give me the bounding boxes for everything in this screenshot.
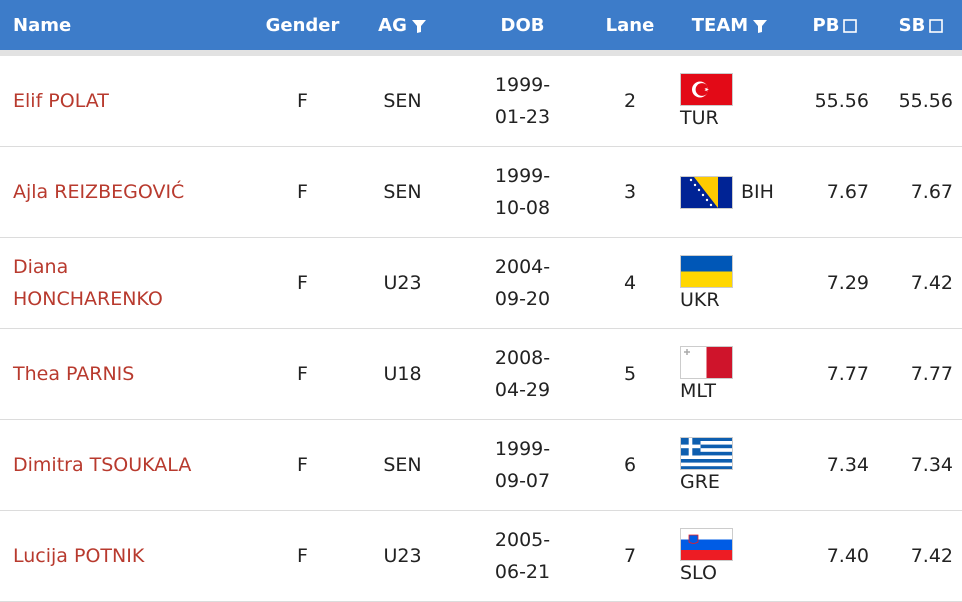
age-group: U18 [383, 363, 422, 385]
sort-box[interactable] [929, 18, 944, 33]
team: BIH [670, 175, 790, 209]
col-header[interactable]: DOB [455, 15, 590, 36]
athlete-name[interactable]: Lucija POTNIK [13, 545, 145, 567]
lane: 5 [623, 363, 637, 385]
col-header[interactable]: Name [0, 15, 255, 36]
header-label: DOB [500, 14, 545, 36]
team-code: BIH [741, 180, 774, 203]
table-row: Ajla REIZBEGOVIĆ F SEN 1999-10-08 3 BIH … [0, 147, 962, 238]
col-header[interactable]: PB [790, 15, 880, 36]
col-header[interactable]: Gender [255, 15, 350, 36]
sb: 7.42 [910, 545, 953, 567]
filter-icon[interactable] [411, 18, 427, 34]
team-code: GRE [680, 470, 720, 493]
age-group: SEN [383, 454, 422, 476]
pb: 7.77 [826, 363, 869, 385]
table-row: Diana HONCHARENKO F U23 2004-09-20 4 UKR… [0, 238, 962, 329]
sb: 7.77 [910, 363, 953, 385]
flag [680, 345, 733, 379]
flag [680, 436, 733, 470]
dob: 2005-06-21 [494, 529, 551, 583]
team-code: TUR [680, 106, 719, 129]
col-header[interactable]: AG [350, 15, 455, 36]
athlete-name[interactable]: Ajla REIZBEGOVIĆ [13, 181, 185, 203]
team: MLT [670, 345, 790, 403]
flag [680, 254, 733, 288]
flag [680, 72, 733, 106]
header-label: PB [812, 14, 840, 36]
gender: F [297, 181, 308, 203]
table-row: Elif POLAT F SEN 1999-01-23 2 TUR 55.56 … [0, 56, 962, 147]
flag [680, 527, 733, 561]
pb: 7.34 [826, 454, 869, 476]
sb: 7.67 [910, 181, 953, 203]
gender: F [297, 545, 308, 567]
header-label: Name [13, 14, 72, 36]
lane: 4 [623, 272, 637, 294]
team: SLO [670, 527, 790, 585]
sb: 7.34 [910, 454, 953, 476]
pb: 7.40 [826, 545, 869, 567]
dob: 2008-04-29 [494, 347, 551, 401]
team-code: MLT [680, 379, 716, 402]
pb: 7.67 [826, 181, 869, 203]
header-label: Lane [605, 14, 655, 36]
sb: 7.42 [910, 272, 953, 294]
gender: F [297, 363, 308, 385]
age-group: SEN [383, 181, 422, 203]
team-code: SLO [680, 561, 717, 584]
col-header[interactable]: TEAM [670, 15, 790, 36]
gender: F [297, 90, 308, 112]
header-label: TEAM [691, 14, 749, 36]
team: TUR [670, 72, 790, 130]
athlete-name[interactable]: Elif POLAT [13, 90, 109, 112]
team: UKR [670, 254, 790, 312]
gender: F [297, 454, 308, 476]
sort-box[interactable] [843, 18, 858, 33]
header-row: Name Gender AG DOB Lane TEAM PB SB [0, 0, 962, 56]
age-group: SEN [383, 90, 422, 112]
sb: 55.56 [898, 90, 953, 112]
table-row: Thea PARNIS F U18 2008-04-29 5 MLT 7.77 … [0, 329, 962, 420]
team: GRE [670, 436, 790, 494]
col-header[interactable]: SB [880, 15, 962, 36]
pb: 7.29 [826, 272, 869, 294]
table-row: Dimitra TSOUKALA F SEN 1999-09-07 6 GRE … [0, 420, 962, 511]
dob: 1999-01-23 [494, 74, 551, 128]
flag [680, 175, 733, 209]
athlete-name[interactable]: Diana HONCHARENKO [13, 256, 163, 310]
dob: 1999-09-07 [494, 438, 551, 492]
age-group: U23 [383, 272, 422, 294]
lane: 6 [623, 454, 637, 476]
lane: 7 [623, 545, 637, 567]
gender: F [297, 272, 308, 294]
header-label: AG [378, 14, 407, 36]
lane: 3 [623, 181, 637, 203]
team-code: UKR [680, 288, 720, 311]
athlete-name[interactable]: Dimitra TSOUKALA [13, 454, 192, 476]
header-label: Gender [265, 14, 340, 36]
athlete-name[interactable]: Thea PARNIS [13, 363, 135, 385]
dob: 2004-09-20 [494, 256, 551, 310]
lane: 2 [623, 90, 637, 112]
age-group: U23 [383, 545, 422, 567]
dob: 1999-10-08 [494, 165, 551, 219]
header-label: SB [898, 14, 926, 36]
pb: 55.56 [814, 90, 869, 112]
filter-icon[interactable] [752, 18, 768, 34]
table-row: Lucija POTNIK F U23 2005-06-21 7 SLO 7.4… [0, 511, 962, 602]
col-header[interactable]: Lane [590, 15, 670, 36]
